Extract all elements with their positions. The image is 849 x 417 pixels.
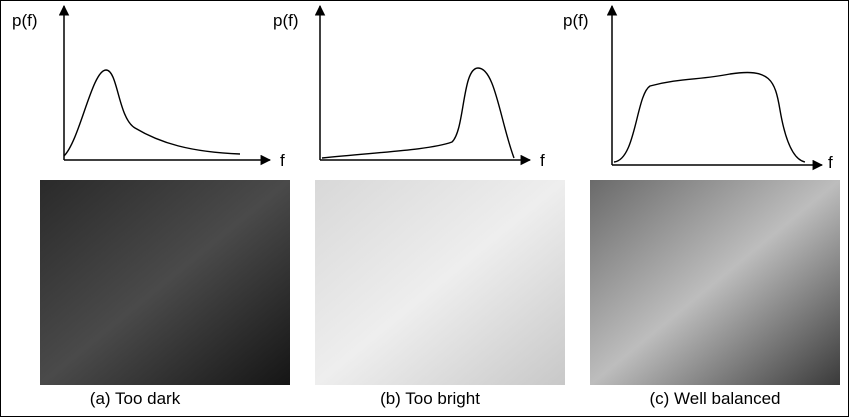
x-label: f [828,153,833,172]
caption: (a) Too dark [90,389,181,408]
caption: (c) Well balanced [649,389,780,408]
photo-bright [315,180,565,385]
figure: p(f) f (a) Too dark p(f) f (b) Too brigh… [0,0,849,417]
y-label: p(f) [273,11,299,30]
x-label: f [280,151,285,170]
histogram-c [612,6,822,165]
caption: (b) Too bright [380,389,480,408]
photo-dark [40,180,290,385]
photo-balanced [590,180,840,385]
histogram-b [320,6,530,160]
histogram-a [64,6,270,160]
y-label: p(f) [12,11,38,30]
y-label: p(f) [563,11,589,30]
x-label: f [540,151,545,170]
